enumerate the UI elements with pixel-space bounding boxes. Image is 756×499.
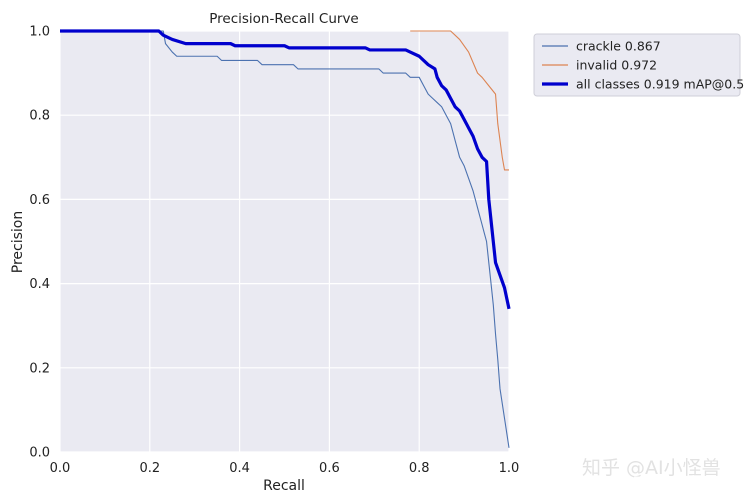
x-tick-label: 0.6 <box>319 461 340 476</box>
legend-entry-label: crackle 0.867 <box>576 39 661 54</box>
y-tick-labels: 0.0 0.2 0.4 0.6 0.8 1.0 <box>29 25 50 461</box>
legend-entry-label: all classes 0.919 mAP@0.5 <box>576 77 744 92</box>
plot-background <box>60 31 509 452</box>
legend-entry-label: invalid 0.972 <box>576 58 657 73</box>
legend: crackle 0.867 invalid 0.972 all classes 0.… <box>533 33 744 97</box>
y-tick-label: 0.6 <box>29 193 50 208</box>
watermark-csdn: CSDN @AI小怪兽 <box>614 475 729 491</box>
x-tick-label: 0.8 <box>409 461 430 476</box>
x-axis-label: Recall <box>263 478 305 494</box>
y-tick-label: 0.2 <box>29 361 50 376</box>
x-tick-label: 0.0 <box>50 461 71 476</box>
series-line-0 <box>60 30 510 448</box>
legend-box <box>533 33 741 97</box>
series-line-1 <box>410 30 509 171</box>
series-lines <box>60 29 511 448</box>
y-tick-label: 0.4 <box>29 277 50 292</box>
y-tick-label: 1.0 <box>29 25 50 40</box>
y-axis-label: Precision <box>10 211 26 273</box>
y-tick-label: 0.0 <box>29 446 50 461</box>
chart-title: Precision-Recall Curve <box>209 11 359 27</box>
series-line-2 <box>60 29 511 310</box>
x-tick-label: 0.4 <box>229 461 250 476</box>
y-tick-label: 0.8 <box>29 109 50 124</box>
x-tick-label: 0.2 <box>139 461 160 476</box>
watermark-zhihu: 知乎 @AI小怪兽 <box>582 457 721 479</box>
x-tick-label: 1.0 <box>499 461 520 476</box>
x-tick-labels: 0.0 0.2 0.4 0.6 0.8 1.0 <box>50 461 520 476</box>
